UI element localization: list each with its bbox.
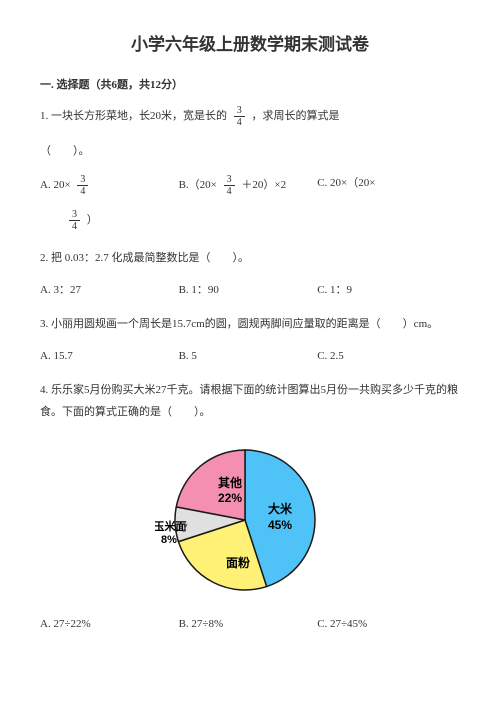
q4-option-b: B. 27÷8% xyxy=(179,615,318,635)
svg-text:其他: 其他 xyxy=(218,475,242,490)
q3-options: A. 15.7 B. 5 C. 2.5 xyxy=(40,347,460,367)
fraction-icon: 3 4 xyxy=(224,174,235,197)
q2-option-a: A. 3：27 xyxy=(40,281,179,301)
q1-options: A. 20× 3 4 B.（20× 3 4 ＋20）×2 C. 20×（20× xyxy=(40,174,460,197)
question-1: 1. 一块长方形菜地，长20米，宽是长的 3 4 ，求周长的算式是 xyxy=(40,105,460,128)
q1-option-c: C. 20×（20× xyxy=(317,174,460,197)
q1-paren: （ ）。 xyxy=(40,140,460,162)
q3-option-a: A. 15.7 xyxy=(40,347,179,367)
q3-option-c: C. 2.5 xyxy=(317,347,460,367)
q4-options: A. 27÷22% B. 27÷8% C. 27÷45% xyxy=(40,615,460,635)
svg-text:45%: 45% xyxy=(268,518,292,532)
q4-option-a: A. 27÷22% xyxy=(40,615,179,635)
svg-text:玉米面: 玉米面 xyxy=(155,519,187,533)
q4-option-c: C. 27÷45% xyxy=(317,615,460,635)
q2-option-c: C. 1：9 xyxy=(317,281,460,301)
fraction-icon: 3 4 xyxy=(69,209,80,232)
q1-text-b: ，求周长的算式是 xyxy=(252,110,340,122)
q1-option-c-tail: 3 4 ） xyxy=(65,209,460,232)
question-3: 3. 小丽用圆规画一个周长是15.7cm的圆，圆规两脚间应量取的距离是（ ）cm… xyxy=(40,313,460,335)
q1-option-a: A. 20× 3 4 xyxy=(40,174,179,197)
pie-chart-svg: 大米 45% 面粉 玉米面8% 其他22% xyxy=(155,435,345,605)
q1-text-a: 1. 一块长方形菜地，长20米，宽是长的 xyxy=(40,110,227,122)
svg-text:22%: 22% xyxy=(218,491,242,505)
q2-option-b: B. 1：90 xyxy=(179,281,318,301)
section-header: 一. 选择题（共6题，共12分） xyxy=(40,76,460,96)
page-title: 小学六年级上册数学期末测试卷 xyxy=(40,30,460,61)
q3-option-b: B. 5 xyxy=(179,347,318,367)
fraction-icon: 3 4 xyxy=(234,105,245,128)
question-2: 2. 把 0.03：2.7 化成最简整数比是（ ）。 xyxy=(40,247,460,269)
fraction-icon: 3 4 xyxy=(77,174,88,197)
svg-text:大米: 大米 xyxy=(268,501,293,516)
pie-chart: 大米 45% 面粉 玉米面8% 其他22% xyxy=(40,435,460,605)
q1-option-b: B.（20× 3 4 ＋20）×2 xyxy=(179,174,318,197)
question-4: 4. 乐乐家5月份购买大米27千克。请根据下面的统计图算出5月份一共购买多少千克… xyxy=(40,379,460,423)
q2-options: A. 3：27 B. 1：90 C. 1：9 xyxy=(40,281,460,301)
svg-text:面粉: 面粉 xyxy=(226,555,250,570)
svg-text:8%: 8% xyxy=(161,534,177,546)
